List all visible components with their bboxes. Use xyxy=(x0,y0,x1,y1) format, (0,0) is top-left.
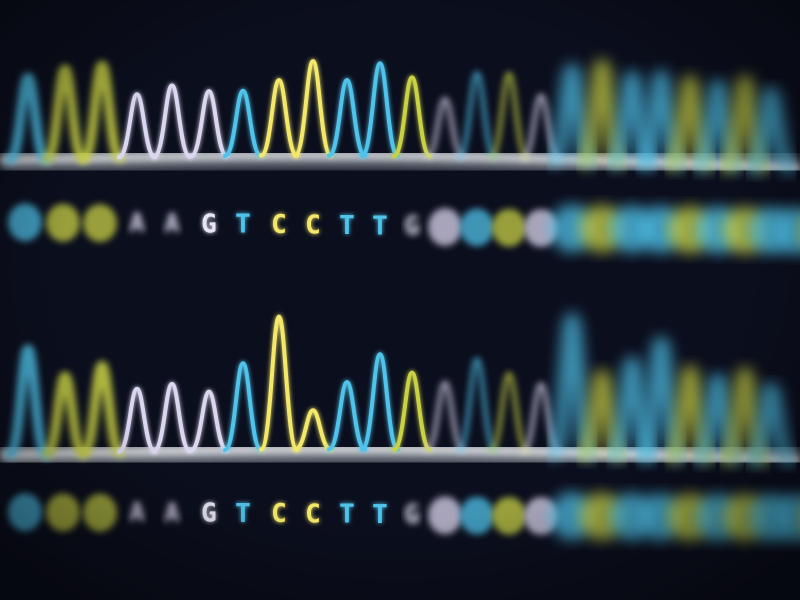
vignette-overlay xyxy=(0,0,800,600)
dna-sequencing-chromatogram: AAGTCCTTG AAGTCCTTG xyxy=(0,0,800,600)
